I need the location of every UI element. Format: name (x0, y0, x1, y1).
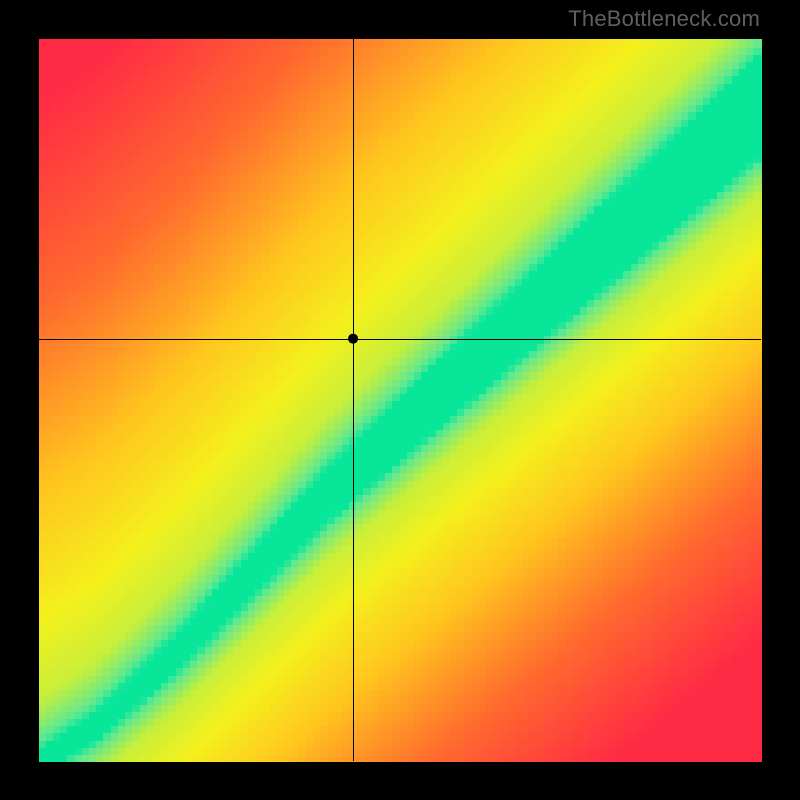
chart-container: TheBottleneck.com (0, 0, 800, 800)
bottleneck-heatmap (0, 0, 800, 800)
watermark-text: TheBottleneck.com (568, 6, 760, 32)
